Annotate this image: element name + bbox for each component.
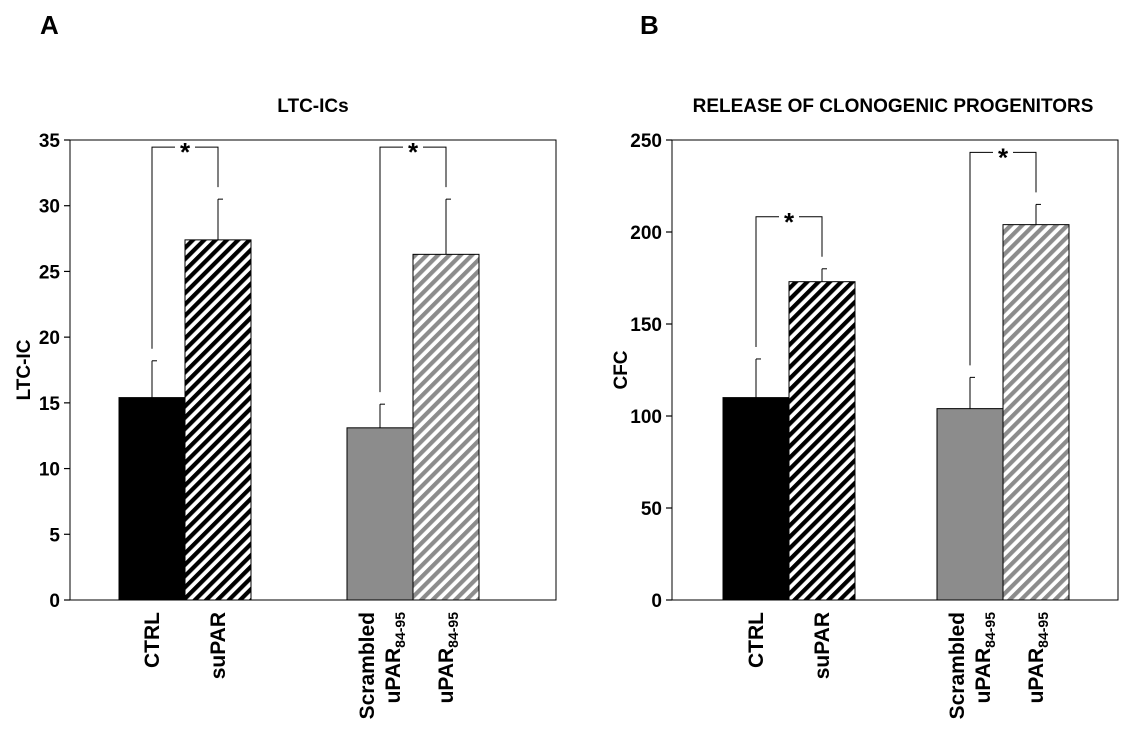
bar-2 (346, 427, 414, 601)
y-tick-label: 20 (39, 328, 60, 349)
panel-label: A (40, 10, 59, 40)
significance-star: * (408, 137, 419, 167)
x-category-label: uPAR84-95 (972, 612, 998, 704)
y-tick-label: 30 (39, 197, 60, 218)
bar-1 (184, 239, 252, 601)
y-tick-label: 15 (39, 394, 61, 415)
x-category-label: Scrambled (356, 612, 379, 719)
bar-1 (788, 281, 856, 601)
bar-2 (936, 408, 1004, 601)
y-ticks: 0 5 10 15 20 25 30 35 (39, 131, 70, 612)
bar-0 (118, 397, 186, 601)
x-category-label: suPAR (207, 612, 230, 679)
y-axis-label: CFC (611, 350, 632, 389)
x-category-label: uPAR84-95 (435, 612, 461, 704)
panel-b: B RELEASE OF CLONOGENIC PROGENITORS CFC … (611, 10, 1119, 720)
significance-star: * (998, 142, 1009, 172)
y-tick-label: 10 (39, 460, 60, 481)
x-category-label: uPAR84-95 (382, 612, 408, 704)
x-category-label: Scrambled (946, 612, 969, 719)
chart-title: RELEASE OF CLONOGENIC PROGENITORS (693, 96, 1094, 117)
plot-frame (671, 139, 1119, 601)
y-tick-label: 150 (630, 315, 662, 336)
x-category-label: suPAR (811, 612, 834, 679)
y-tick-label: 35 (39, 131, 61, 152)
significance-star: * (180, 137, 191, 167)
bracket-gap (403, 141, 423, 154)
significance-brackets: ** (755, 142, 1037, 366)
bracket-gap (175, 141, 195, 154)
y-tick-label: 25 (39, 262, 61, 283)
y-axis-label: LTC-IC (14, 339, 35, 400)
y-tick-label: 250 (630, 131, 662, 152)
y-tick-label: 5 (49, 525, 60, 546)
y-tick-label: 100 (630, 407, 662, 428)
bracket-gap (993, 146, 1013, 159)
significance-star: * (784, 207, 795, 237)
plot-frame (69, 139, 557, 601)
x-category-label: CTRL (745, 612, 768, 668)
x-category-label: CTRL (141, 612, 164, 668)
bars (118, 239, 480, 601)
panel-label: B (640, 10, 659, 40)
y-tick-label: 50 (641, 499, 662, 520)
bar-3 (412, 253, 480, 601)
bracket-gap (779, 210, 799, 223)
x-category-label: uPAR84-95 (1025, 612, 1051, 704)
bars (722, 224, 1070, 601)
error-bars (755, 203, 1041, 409)
significance-brackets: ** (151, 137, 447, 393)
bar-3 (1002, 224, 1070, 601)
y-ticks: 0 50 100 150 200 250 (630, 131, 672, 612)
y-tick-label: 0 (651, 591, 662, 612)
y-tick-label: 0 (49, 591, 60, 612)
y-tick-label: 200 (630, 223, 662, 244)
bar-0 (722, 397, 790, 601)
error-bars (151, 198, 451, 428)
chart-title: LTC-ICs (277, 96, 348, 117)
